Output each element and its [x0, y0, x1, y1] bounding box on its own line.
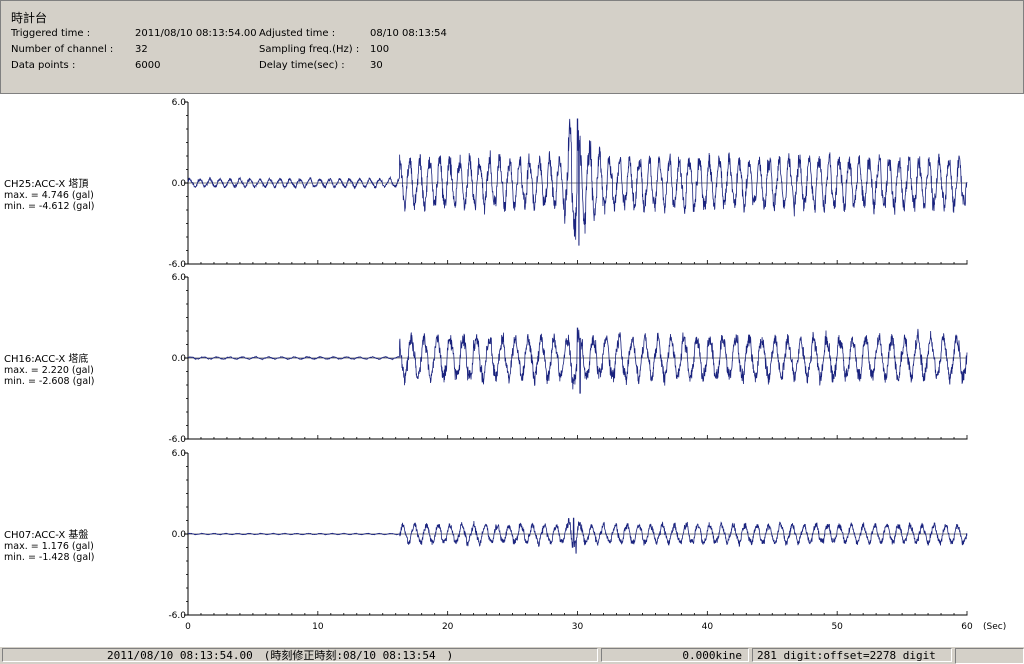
sampling-freq-label: Sampling freq.(Hz) : — [259, 44, 360, 55]
x-tick-label: 40 — [702, 622, 714, 632]
waveform-trace-2 — [187, 327, 968, 394]
channel-name: CH16:ACC-X 塔底 — [4, 352, 88, 365]
status-digit: 281 digit:offset=2278 digit — [752, 648, 952, 662]
sampling-freq-value: 100 — [370, 44, 390, 55]
channel-max: max. = 4.746 (gal) — [4, 190, 94, 201]
x-tick-label: 0 — [185, 622, 191, 632]
adjusted-time-label: Adjusted time : — [259, 28, 336, 39]
data-points-label: Data points : — [11, 60, 76, 71]
channel-name: CH07:ACC-X 基盤 — [4, 528, 88, 541]
data-points-value: 6000 — [135, 60, 161, 71]
y-tick-label: 0.0 — [172, 179, 187, 189]
channel-name: CH25:ACC-X 塔頂 — [4, 177, 88, 190]
delay-time-label: Delay time(sec) : — [259, 60, 345, 71]
status-bar: 2011/08/10 08:13:54.00 (時刻修正時刻:08/10 08:… — [0, 647, 1024, 664]
y-tick-label: 0.0 — [172, 530, 187, 540]
status-velocity: 0.000kine — [601, 648, 749, 662]
channel-max: max. = 2.220 (gal) — [4, 365, 94, 376]
status-empty-cell — [955, 648, 1024, 664]
waveform-plot-area: 6.0 0.0 -6.0 CH25:ACC-X 塔頂 max. = 4.746 (gal… — [0, 94, 1024, 646]
y-tick-label: 6.0 — [172, 449, 187, 459]
y-tick-label: 6.0 — [172, 273, 187, 283]
status-time: 2011/08/10 08:13:54.00 (時刻修正時刻:08/10 08:… — [2, 648, 598, 662]
waveform-trace-1 — [187, 118, 968, 246]
channel-min: min. = -2.608 (gal) — [4, 376, 94, 387]
triggered-time-label: Triggered time : — [11, 28, 91, 39]
y-tick-label: -6.0 — [168, 260, 186, 270]
station-title: 時計台 — [11, 11, 48, 25]
y-tick-label: -6.0 — [168, 435, 186, 445]
x-tick-label: 60 — [961, 622, 973, 632]
x-tick-label: 30 — [572, 622, 584, 632]
delay-time-value: 30 — [370, 60, 383, 71]
x-tick-label: 20 — [442, 622, 454, 632]
adjusted-time-value: 08/10 08:13:54 — [370, 28, 447, 39]
x-tick-label: 10 — [312, 622, 324, 632]
channel-min: min. = -4.612 (gal) — [4, 201, 94, 212]
channel-count-label: Number of channel : — [11, 44, 114, 55]
x-axis-label: (Sec) — [983, 622, 1006, 632]
x-tick-label: 50 — [831, 622, 843, 632]
y-tick-label: 0.0 — [172, 354, 187, 364]
record-info-panel: 時計台 Triggered time : 2011/08/10 08:13:54… — [0, 0, 1024, 94]
y-tick-label: 6.0 — [172, 98, 187, 108]
channel-count-value: 32 — [135, 44, 148, 55]
waveform-trace-3 — [187, 517, 968, 554]
y-tick-label: -6.0 — [168, 611, 186, 621]
triggered-time-value: 2011/08/10 08:13:54.00 — [135, 28, 257, 39]
channel-max: max. = 1.176 (gal) — [4, 541, 94, 552]
channel-min: min. = -1.428 (gal) — [4, 552, 94, 563]
